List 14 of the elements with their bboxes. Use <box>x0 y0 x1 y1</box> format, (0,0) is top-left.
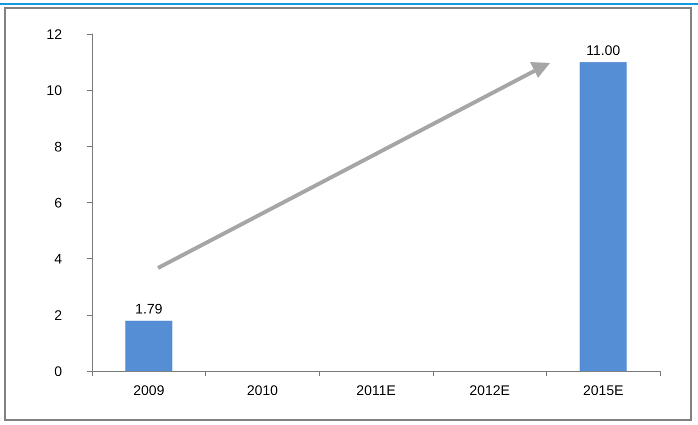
data-label: 1.79 <box>135 300 163 317</box>
y-tick-label: 2 <box>54 306 62 323</box>
x-tick-label: 2012E <box>469 382 510 398</box>
y-tick-label: 8 <box>54 138 62 154</box>
y-tick-label: 6 <box>54 194 62 210</box>
y-tick-label: 12 <box>46 26 62 42</box>
y-tick-label: 10 <box>46 82 62 98</box>
x-tick-label: 2009 <box>133 382 165 398</box>
x-tick-label: 2010 <box>246 382 278 398</box>
y-tick-label: 0 <box>54 363 62 379</box>
x-tick-label: 2011E <box>356 382 396 398</box>
y-tick-label: 4 <box>54 250 62 267</box>
x-tick-label: 2015E <box>582 382 624 398</box>
data-label: 11.00 <box>586 42 620 58</box>
